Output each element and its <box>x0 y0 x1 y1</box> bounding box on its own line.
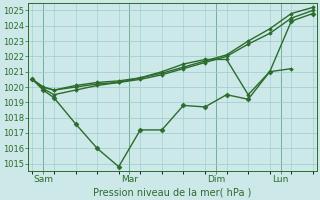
X-axis label: Pression niveau de la mer( hPa ): Pression niveau de la mer( hPa ) <box>93 187 252 197</box>
